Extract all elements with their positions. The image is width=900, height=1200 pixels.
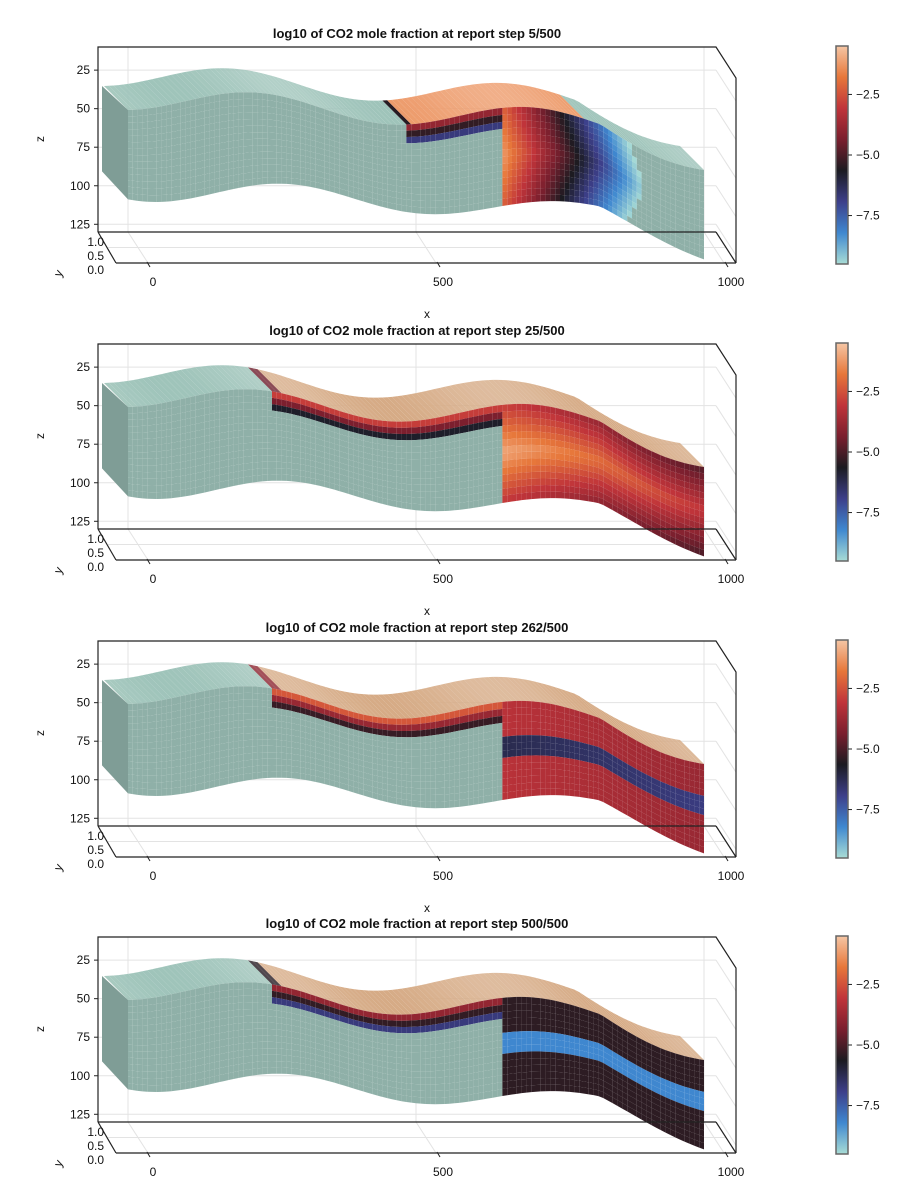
z-tick-label: 125 — [70, 811, 90, 825]
y-tick-label: 0.0 — [87, 560, 104, 574]
y-axis-label: y — [51, 268, 66, 279]
z-tick-label: 50 — [77, 992, 91, 1006]
z-tick-label: 50 — [77, 102, 91, 116]
z-axis-label: z — [33, 136, 47, 142]
x-axis-label: x — [424, 604, 430, 618]
y-tick-label: 1.0 — [87, 532, 104, 546]
chart-title: log10 of CO2 mole fraction at report ste… — [266, 916, 569, 931]
z-tick-label: 125 — [70, 1107, 90, 1121]
z-tick-label: 25 — [77, 953, 91, 967]
z-tick-label: 50 — [77, 399, 91, 413]
y-tick-label: 1.0 — [87, 1125, 104, 1139]
z-tick-label: 25 — [77, 657, 91, 671]
z-tick-label: 75 — [77, 1030, 91, 1044]
colorbar-tick-label: −7.5 — [856, 1099, 880, 1113]
grid-lines — [98, 47, 737, 264]
colorbar-tick-label: −2.5 — [856, 87, 880, 101]
surface-plot — [102, 958, 704, 1150]
chart-title: log10 of CO2 mole fraction at report ste… — [266, 620, 569, 635]
x-tick-label: 0 — [150, 275, 157, 289]
z-axis-label: z — [33, 730, 47, 736]
x-tick-label: 0 — [150, 869, 157, 883]
y-tick-label: 1.0 — [87, 829, 104, 843]
z-tick-label: 75 — [77, 734, 91, 748]
x-axis-label: x — [424, 1197, 430, 1200]
chart-panel-2: log10 of CO2 mole fraction at report ste… — [33, 323, 880, 618]
colorbar-tick-label: −2.5 — [856, 384, 880, 398]
colorbar: −2.5 −5.0 −7.5 — [835, 935, 880, 1155]
y-tick-label: 0.5 — [87, 843, 104, 857]
z-tick-label: 75 — [77, 140, 91, 154]
x-tick-label: 1000 — [718, 572, 745, 586]
x-axis-label: x — [424, 901, 430, 915]
x-tick-label: 1000 — [718, 869, 745, 883]
x-tick-label: 0 — [150, 572, 157, 586]
x-tick-label: 0 — [150, 1165, 157, 1179]
chart-panel-3: log10 of CO2 mole fraction at report ste… — [33, 620, 880, 915]
y-tick-label: 0.5 — [87, 546, 104, 560]
y-axis-label: y — [51, 1158, 66, 1169]
z-tick-label: 125 — [70, 217, 90, 231]
y-tick-label: 0.0 — [87, 1153, 104, 1167]
x-tick-label: 500 — [433, 275, 453, 289]
x-tick-label: 1000 — [718, 275, 745, 289]
x-tick-label: 500 — [433, 572, 453, 586]
surface-plot — [102, 365, 704, 557]
z-tick-label: 75 — [77, 437, 91, 451]
z-tick-label: 25 — [77, 360, 91, 374]
z-tick-label: 50 — [77, 696, 91, 710]
x-tick-label: 500 — [433, 869, 453, 883]
colorbar: −2.5 −5.0 −7.5 — [835, 639, 880, 859]
colorbar-tick-label: −5.0 — [856, 1038, 880, 1052]
surface-plot — [102, 68, 704, 260]
colorbar-tick-label: −2.5 — [856, 977, 880, 991]
chart-title: log10 of CO2 mole fraction at report ste… — [273, 26, 561, 41]
colorbar-tick-label: −7.5 — [856, 803, 880, 817]
y-axis-label: y — [51, 862, 66, 873]
colorbar-tick-label: −7.5 — [856, 506, 880, 520]
y-tick-label: 1.0 — [87, 235, 104, 249]
colorbar-tick-label: −2.5 — [856, 681, 880, 695]
z-tick-label: 125 — [70, 514, 90, 528]
z-tick-label: 100 — [70, 476, 90, 490]
y-axis-label: y — [51, 565, 66, 576]
colorbar-tick-label: −7.5 — [856, 209, 880, 223]
x-tick-label: 1000 — [718, 1165, 745, 1179]
x-tick-label: 500 — [433, 1165, 453, 1179]
x-axis-label: x — [424, 307, 430, 321]
chart-panel-1: log10 of CO2 mole fraction at report ste… — [33, 26, 880, 321]
y-tick-label: 0.5 — [87, 249, 104, 263]
z-tick-label: 100 — [70, 179, 90, 193]
y-tick-label: 0.5 — [87, 1139, 104, 1153]
surface-plot — [102, 662, 704, 854]
chart-title: log10 of CO2 mole fraction at report ste… — [269, 323, 564, 338]
z-tick-label: 25 — [77, 63, 91, 77]
z-axis-label: z — [33, 1026, 47, 1032]
colorbar: −2.5 −5.0 −7.5 — [835, 342, 880, 562]
colorbar-tick-label: −5.0 — [856, 742, 880, 756]
y-tick-label: 0.0 — [87, 263, 104, 277]
y-tick-label: 0.0 — [87, 857, 104, 871]
colorbar-tick-label: −5.0 — [856, 148, 880, 162]
chart-panel-4: log10 of CO2 mole fraction at report ste… — [33, 916, 880, 1200]
z-tick-label: 100 — [70, 1069, 90, 1083]
z-axis-label: z — [33, 433, 47, 439]
colorbar: −2.5 −5.0 −7.5 — [835, 45, 880, 265]
z-tick-label: 100 — [70, 773, 90, 787]
colorbar-tick-label: −5.0 — [856, 445, 880, 459]
